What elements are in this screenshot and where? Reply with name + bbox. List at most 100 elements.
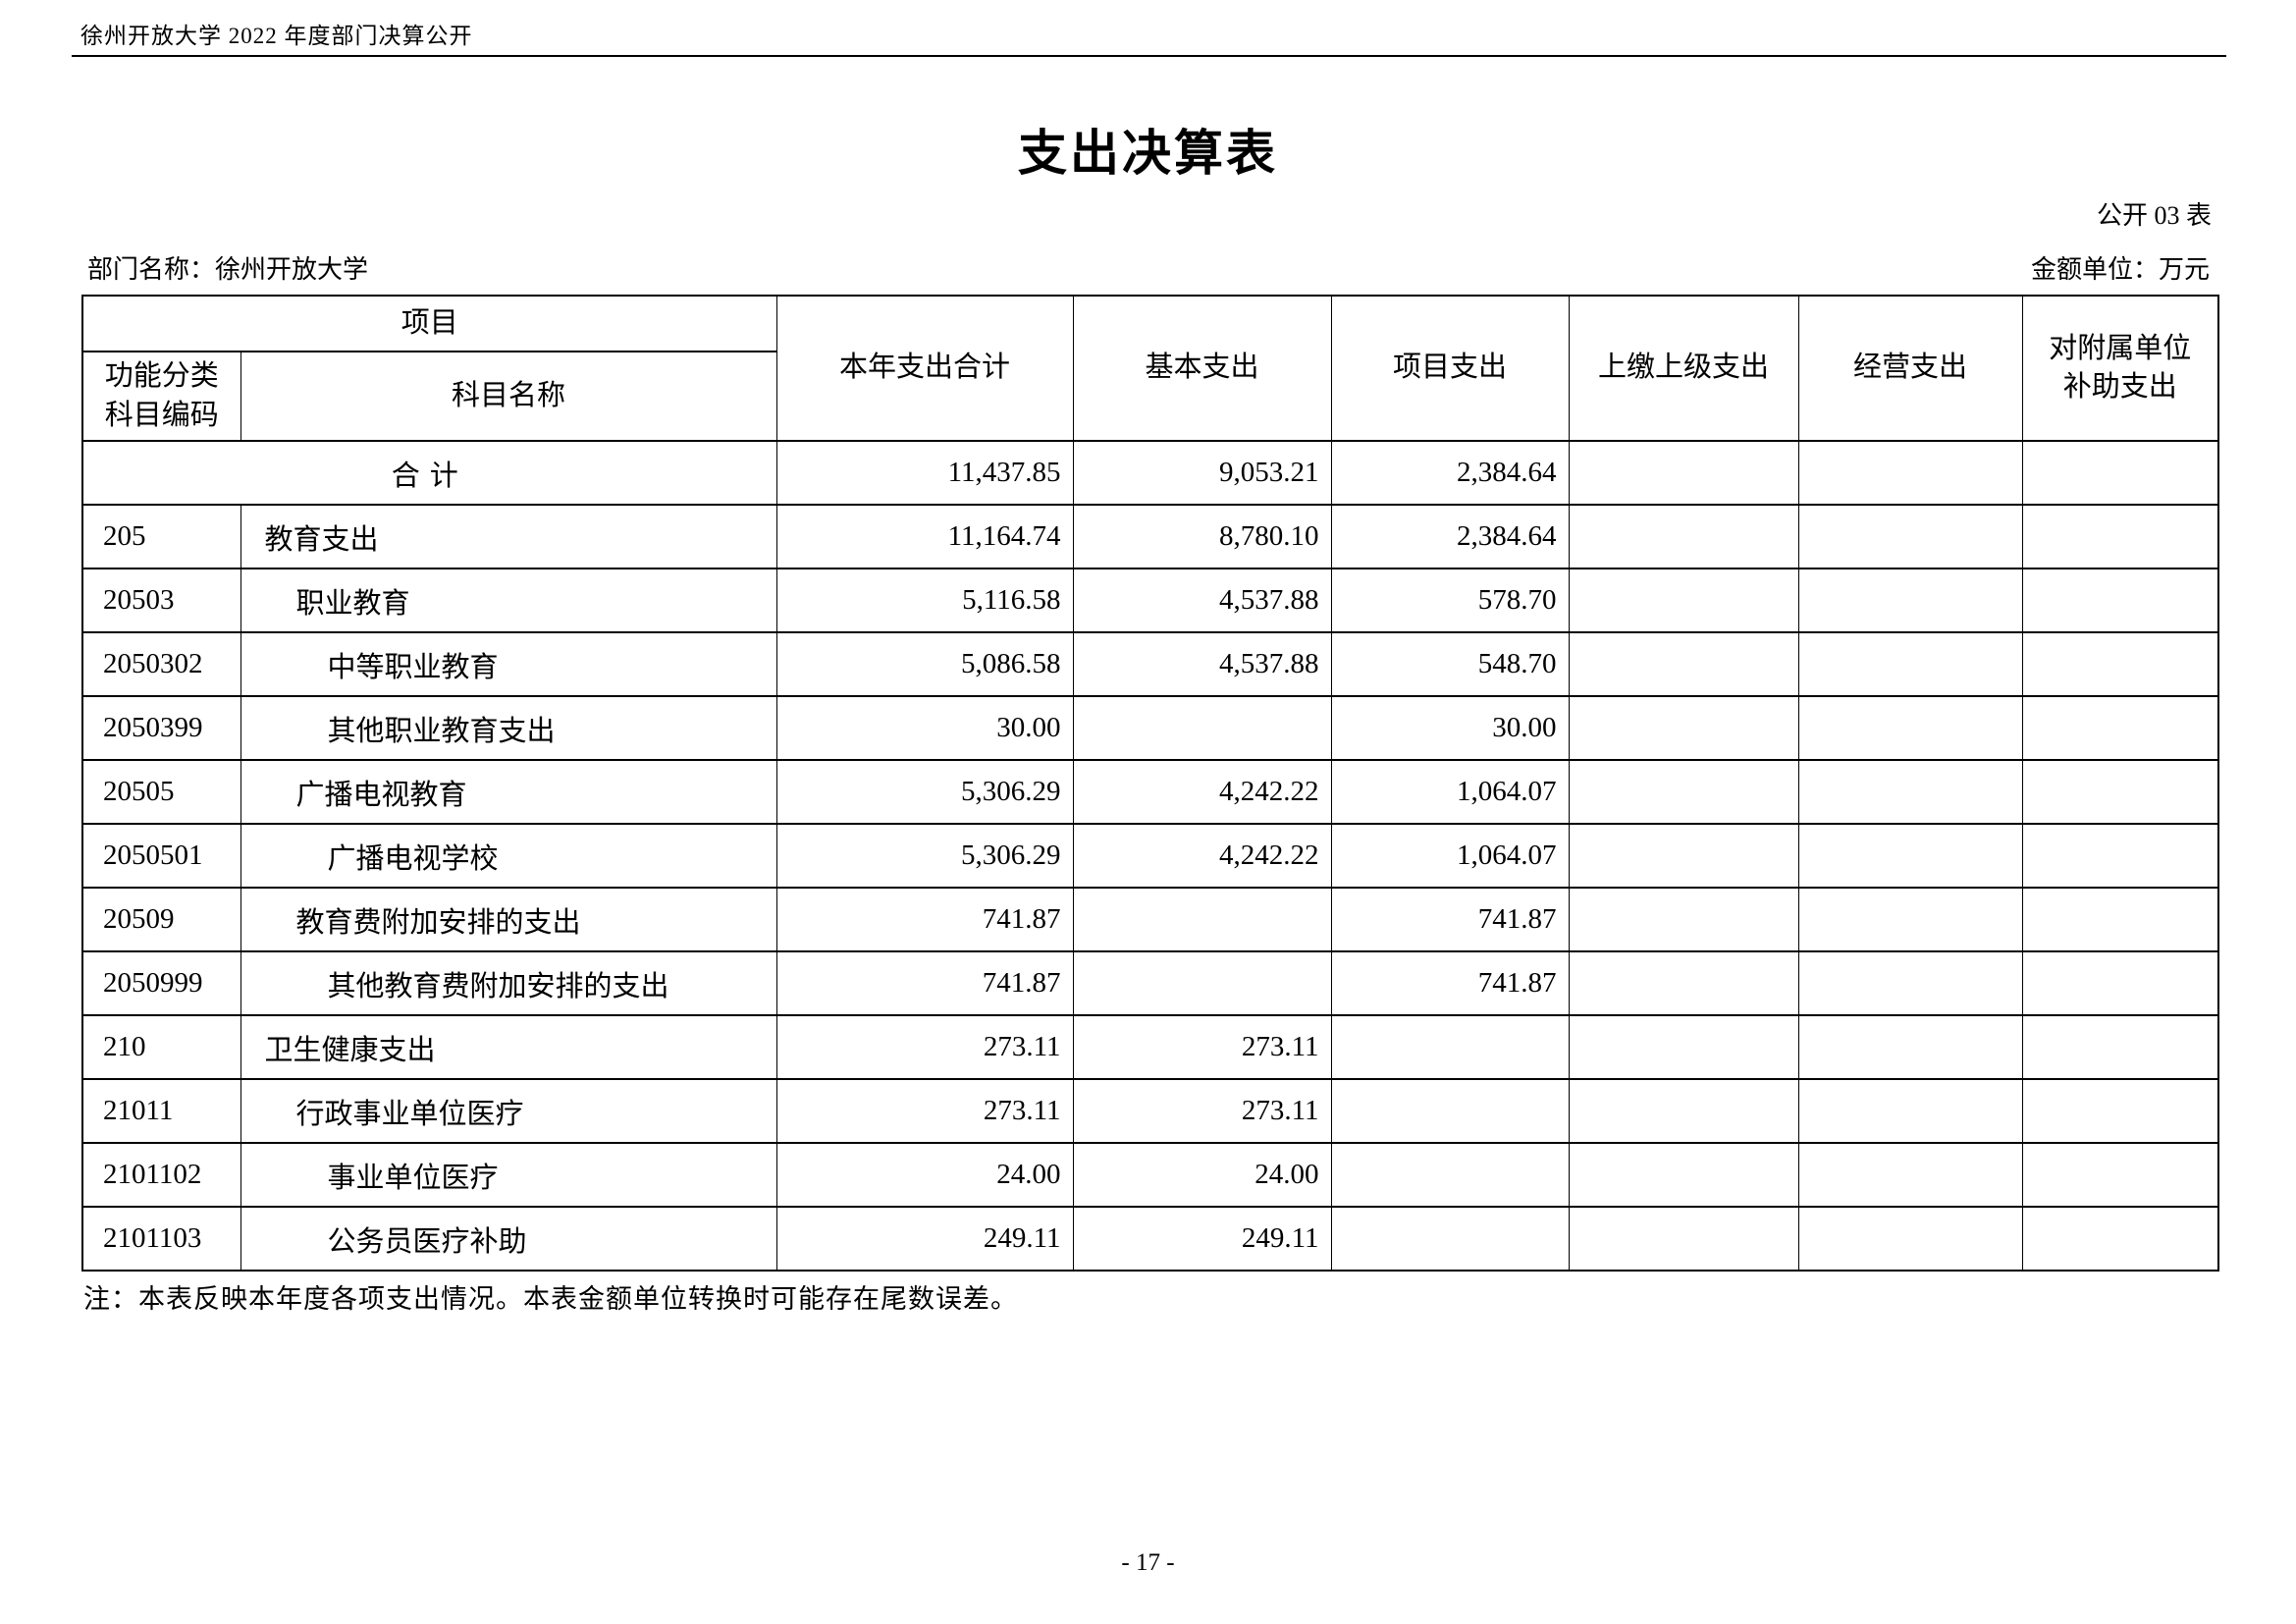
cell-subject-name: 教育支出 [240,504,777,569]
table-row: 2101102 事业单位医疗 24.00 24.00 [81,1142,2219,1208]
cell-amount [1568,887,1799,952]
cell-amount [1568,950,1799,1016]
cell-amount [1330,1206,1570,1272]
table-row: 21011 行政事业单位医疗 273.11 273.11 [81,1078,2219,1144]
cell-subject-name: 职业教育 [240,568,777,633]
cell-amount [1568,1206,1799,1272]
cell-amount: 273.11 [1072,1078,1332,1144]
cell-amount: 273.11 [1072,1014,1332,1080]
header-basic-expenditure: 基本支出 [1072,295,1332,442]
cell-amount [2021,440,2219,506]
cell-subject-name: 中等职业教育 [240,631,777,697]
header-subsidy-to-affiliates: 对附属单位 补助支出 [2021,295,2219,442]
cell-amount [1568,1078,1799,1144]
cell-function-code: 2050302 [81,631,241,697]
department-name-label: 部门名称：徐州开放大学 [87,255,369,284]
cell-amount [1797,823,2023,889]
cell-function-code: 2101103 [81,1206,241,1272]
cell-amount [1797,568,2023,633]
cell-subject-name: 行政事业单位医疗 [240,1078,777,1144]
table-row: 2050399 其他职业教育支出 30.00 30.00 [81,695,2219,761]
cell-amount [2021,631,2219,697]
cell-amount [1568,1014,1799,1080]
cell-amount [1797,1078,2023,1144]
header-total-expenditure: 本年支出合计 [775,295,1074,442]
table-code-badge: 公开 03 表 [2096,201,2212,230]
table-row: 2101103 公务员医疗补助 249.11 249.11 [81,1206,2219,1272]
cell-amount: 4,537.88 [1072,631,1332,697]
cell-amount [1568,759,1799,825]
cell-amount: 5,306.29 [775,759,1074,825]
cell-amount [2021,1142,2219,1208]
cell-amount [2021,759,2219,825]
cell-amount: 30.00 [1330,695,1570,761]
cell-amount [1568,823,1799,889]
table-footnote: 注：本表反映本年度各项支出情况。本表金额单位转换时可能存在尾数误差。 [83,1284,1018,1314]
table-row: 210 卫生健康支出 273.11 273.11 [81,1014,2219,1080]
table-row: 205 教育支出 11,164.74 8,780.10 2,384.64 [81,504,2219,569]
cell-amount [1568,1142,1799,1208]
header-subsidy-line1: 对附属单位 [2049,332,2192,364]
cell-amount: 741.87 [775,950,1074,1016]
cell-function-code: 20509 [81,887,241,952]
cell-amount: 741.87 [1330,950,1570,1016]
cell-function-code: 20503 [81,568,241,633]
cell-subject-name: 事业单位医疗 [240,1142,777,1208]
amount-unit-label: 金额单位：万元 [2030,255,2210,284]
cell-amount: 4,242.22 [1072,823,1332,889]
top-header-text: 徐州开放大学 2022 年度部门决算公开 [80,24,473,48]
cell-amount: 578.70 [1330,568,1570,633]
cell-amount [1568,504,1799,569]
cell-amount [1072,887,1332,952]
cell-amount: 4,537.88 [1072,568,1332,633]
header-function-code-line2: 科目编码 [104,399,219,431]
cell-amount: 9,053.21 [1072,440,1332,506]
cell-function-code: 2050999 [81,950,241,1016]
table-row: 2050302 中等职业教育 5,086.58 4,537.88 548.70 [81,631,2219,697]
table-row: 合计 11,437.85 9,053.21 2,384.64 [81,440,2219,506]
cell-amount [1568,440,1799,506]
cell-amount [1797,631,2023,697]
cell-subject-name: 其他教育费附加安排的支出 [240,950,777,1016]
cell-amount [1797,1142,2023,1208]
cell-amount: 5,306.29 [775,823,1074,889]
page-title: 支出决算表 [1018,126,1278,181]
cell-function-code: 20505 [81,759,241,825]
table-header: 项目 本年支出合计 基本支出 项目支出 上缴上级支出 经营支出 对附属单位 补助… [81,295,2219,442]
cell-total-label: 合计 [81,440,777,506]
table-body: 合计 11,437.85 9,053.21 2,384.64 205 教育支出 11,164… [81,440,2219,1272]
table-row: 2050501 广播电视学校 5,306.29 4,242.22 1,064.07 [81,823,2219,889]
cell-amount [1797,887,2023,952]
cell-amount [2021,1206,2219,1272]
cell-function-code: 2050399 [81,695,241,761]
page-number: - 17 - [1121,1549,1175,1576]
expenditure-table: 项目 本年支出合计 基本支出 项目支出 上缴上级支出 经营支出 对附属单位 补助… [81,295,2220,1272]
cell-amount [1797,759,2023,825]
cell-amount: 8,780.10 [1072,504,1332,569]
cell-amount [1072,695,1332,761]
table-row: 20503 职业教育 5,116.58 4,537.88 578.70 [81,568,2219,633]
table-row: 20509 教育费附加安排的支出 741.87 741.87 [81,887,2219,952]
cell-amount: 4,242.22 [1072,759,1332,825]
header-subsidy-line2: 补助支出 [2062,371,2177,403]
cell-amount [2021,823,2219,889]
header-row-1: 项目 本年支出合计 基本支出 项目支出 上缴上级支出 经营支出 对附属单位 补助… [81,295,2219,442]
cell-amount: 11,164.74 [775,504,1074,569]
cell-amount: 5,086.58 [775,631,1074,697]
cell-amount [1330,1014,1570,1080]
cell-subject-name: 教育费附加安排的支出 [240,887,777,952]
cell-amount [1797,504,2023,569]
cell-amount: 2,384.64 [1330,504,1570,569]
cell-amount [2021,950,2219,1016]
cell-amount: 273.11 [775,1014,1074,1080]
table-row: 2050999 其他教育费附加安排的支出 741.87 741.87 [81,950,2219,1016]
cell-amount: 249.11 [1072,1206,1332,1272]
cell-amount: 24.00 [775,1142,1074,1208]
cell-subject-name: 公务员医疗补助 [240,1206,777,1272]
cell-amount: 273.11 [775,1078,1074,1144]
cell-function-code: 205 [81,504,241,569]
cell-amount: 1,064.07 [1330,759,1570,825]
cell-subject-name: 其他职业教育支出 [240,695,777,761]
header-project-group: 项目 [81,295,777,352]
